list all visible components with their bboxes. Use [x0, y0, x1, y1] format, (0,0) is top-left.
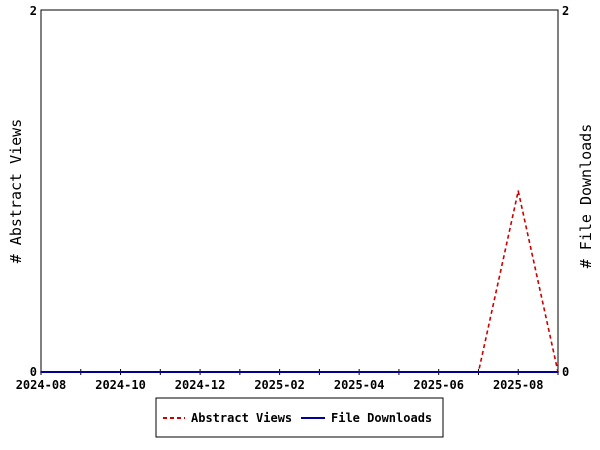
x-tick-label: 2024-10 — [95, 378, 146, 392]
data-point-file-downloads — [239, 371, 241, 373]
x-tick-label: 2025-04 — [334, 378, 385, 392]
data-point-file-downloads — [199, 371, 201, 373]
x-tick-label: 2025-06 — [413, 378, 464, 392]
legend-label-abstract-views: Abstract Views — [191, 411, 292, 425]
plot-frame — [40, 9, 559, 373]
data-point-file-downloads — [557, 371, 559, 373]
data-point-file-downloads — [40, 371, 42, 373]
x-tick-label: 2024-08 — [16, 378, 67, 392]
y-tick-right-max: 2 — [562, 4, 569, 18]
x-tick-label: 2025-02 — [254, 378, 305, 392]
legend-label-file-downloads: File Downloads — [331, 411, 432, 425]
data-point-file-downloads — [318, 371, 321, 373]
x-axis-tick-labels: 2024-08 2024-10 2024-12 2025-02 2025-04 2025-… — [16, 378, 544, 392]
data-point-file-downloads — [278, 371, 281, 373]
data-point-file-downloads — [398, 371, 400, 373]
legend: Abstract Views File Downloads — [155, 397, 444, 438]
y-tick-left-min: 0 — [30, 365, 37, 379]
data-point-file-downloads — [437, 371, 440, 373]
legend-box — [155, 397, 444, 438]
data-point-file-downloads — [79, 371, 82, 373]
x-tick-label: 2025-08 — [493, 378, 544, 392]
data-point-file-downloads — [517, 371, 520, 373]
y-axis-title-right: # File Downloads — [577, 124, 595, 269]
data-point-file-downloads — [159, 371, 162, 373]
data-point-file-downloads — [119, 371, 122, 373]
data-point-file-downloads — [477, 371, 480, 373]
series-points — [40, 190, 559, 373]
y-axis-title-left: # Abstract Views — [7, 119, 25, 264]
data-point-file-downloads — [358, 371, 360, 373]
y-tick-right-min: 0 — [562, 365, 569, 379]
data-point-abstract-views — [517, 190, 520, 192]
y-tick-left-max: 2 — [30, 4, 37, 18]
x-tick-label: 2024-12 — [175, 378, 226, 392]
